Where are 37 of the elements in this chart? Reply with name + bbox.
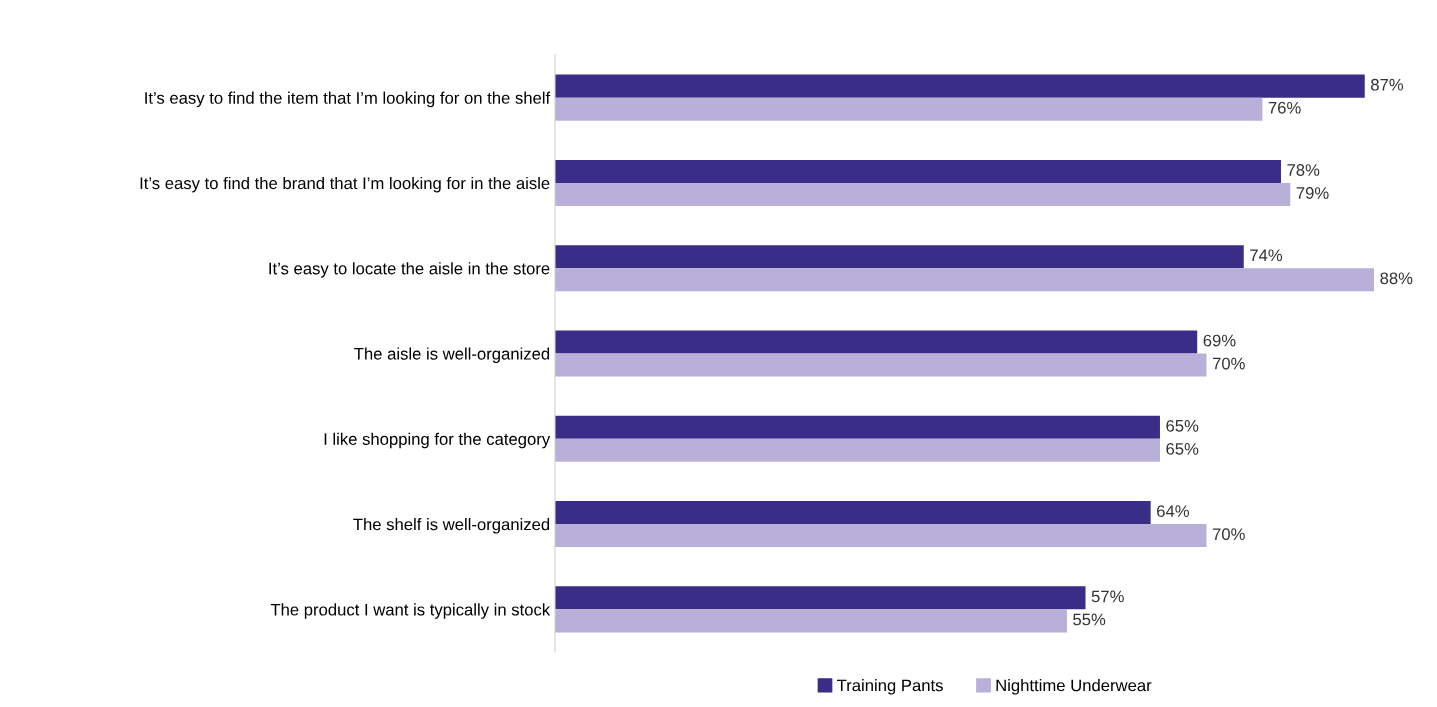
bar	[555, 330, 1198, 354]
bar	[555, 438, 1160, 462]
data-label: 74%	[1250, 249, 1283, 262]
bar	[555, 353, 1207, 377]
y-tick-label: The aisle is well-organized	[354, 347, 550, 363]
bar	[555, 268, 1375, 292]
data-label: 87%	[1371, 78, 1404, 91]
y-tick-label: It’s easy to locate the aisle in the store	[269, 262, 550, 278]
legend-label: Training Pants	[837, 679, 943, 695]
bar	[555, 609, 1067, 633]
data-label: 65%	[1166, 442, 1199, 455]
bar	[555, 245, 1244, 269]
bar	[555, 97, 1263, 121]
data-label: 76%	[1268, 101, 1301, 114]
data-label: 70%	[1212, 357, 1245, 370]
data-label: 55%	[1073, 613, 1106, 626]
legend-label: Nighttime Underwear	[996, 679, 1152, 695]
data-label: 88%	[1380, 272, 1413, 285]
bar	[555, 501, 1151, 525]
bar	[555, 182, 1291, 206]
data-label: 78%	[1287, 164, 1320, 176]
y-tick-label: The product I want is typically in stock	[270, 603, 551, 619]
data-label: 79%	[1296, 187, 1329, 199]
data-label: 64%	[1157, 505, 1189, 518]
y-tick-label: It’s easy to find the item that I’m looking for on the shelf	[145, 91, 551, 108]
bar	[555, 415, 1160, 439]
bar	[555, 74, 1365, 98]
y-tick-label: I like shopping for the category	[324, 432, 551, 449]
data-label: 65%	[1166, 419, 1199, 432]
data-label: 69%	[1203, 334, 1236, 347]
data-label: 70%	[1212, 528, 1245, 541]
bar	[555, 586, 1086, 610]
y-tick-label: The shelf is well-organized	[353, 518, 550, 534]
bar	[555, 159, 1281, 183]
bar	[555, 524, 1207, 548]
y-tick-label: It’s easy to find the brand that I’m looking for in the aisle	[140, 176, 550, 193]
data-label: 57%	[1091, 590, 1124, 603]
